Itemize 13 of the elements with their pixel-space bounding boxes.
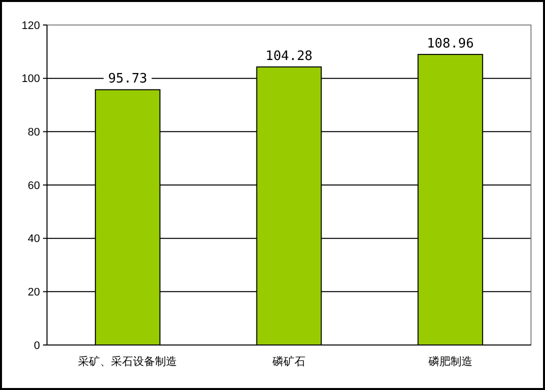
y-tick-label: 80 xyxy=(28,126,40,139)
y-tick-label: 0 xyxy=(34,340,40,352)
y-tick-label: 20 xyxy=(28,286,40,299)
y-tick-label: 120 xyxy=(22,20,40,32)
data-label: 95.73 xyxy=(108,72,148,87)
x-tick-label: 磷矿石 xyxy=(272,355,306,368)
data-label: 104.28 xyxy=(266,48,312,64)
data-label: 108.96 xyxy=(426,36,474,52)
x-tick-label: 磷肥制造 xyxy=(427,355,472,368)
x-tick-label: 采矿、采石设备制造 xyxy=(78,355,178,368)
y-tick-label: 40 xyxy=(28,233,40,246)
y-tick-label: 100 xyxy=(22,73,40,86)
y-tick-label: 60 xyxy=(28,180,40,192)
